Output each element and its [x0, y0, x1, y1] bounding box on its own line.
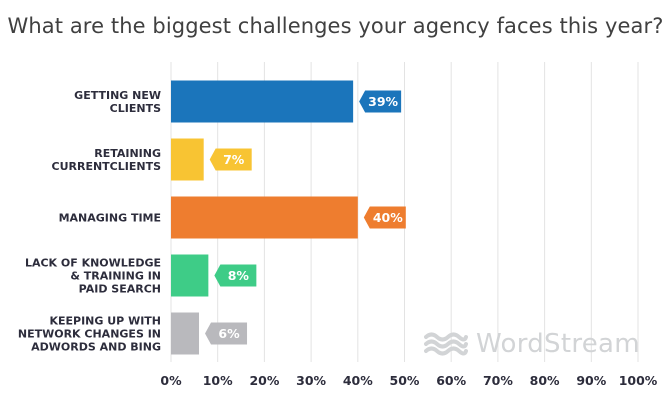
category-labels: GETTING NEW CLIENTS RETAINING CURRENTCLIENT… — [18, 89, 161, 354]
data-label: 7% — [223, 152, 245, 167]
bars: 39% 7% 40% 8% 6% — [171, 80, 406, 355]
x-tick-label: 20% — [249, 373, 279, 388]
bar — [171, 138, 204, 181]
x-tick-label: 30% — [296, 373, 326, 388]
data-label: 8% — [228, 268, 250, 283]
bar — [171, 80, 354, 123]
x-tick-label: 0% — [160, 373, 182, 388]
category-label: LACK OF KNOWLEDGE & TRAINING IN PAID SEARC… — [25, 257, 161, 296]
x-axis-ticks: 0% 10% 20% 30% 40% 50% 60% 70% 80% 90% 100% — [160, 373, 657, 388]
x-tick-label: 50% — [390, 373, 420, 388]
value-badge — [363, 206, 406, 229]
data-label: 40% — [373, 210, 403, 225]
x-tick-label: 90% — [576, 373, 606, 388]
wordstream-wave-icon — [424, 332, 468, 356]
category-label: KEEPING UP WITH NETWORK CHANGES IN ADWORDS… — [18, 315, 161, 354]
x-tick-label: 60% — [436, 373, 466, 388]
bar — [171, 254, 209, 297]
wordstream-logo: WordStream — [424, 329, 640, 359]
x-tick-label: 40% — [343, 373, 373, 388]
wordstream-wordmark: WordStream — [476, 329, 640, 359]
x-tick-label: 80% — [530, 373, 560, 388]
data-label: 39% — [368, 94, 398, 109]
value-badge — [209, 148, 252, 171]
x-tick-label: 70% — [483, 373, 513, 388]
value-badge — [205, 322, 248, 345]
bar — [171, 312, 200, 355]
category-label: GETTING NEW CLIENTS — [74, 89, 161, 115]
bar — [171, 196, 358, 239]
value-badge — [214, 264, 257, 287]
data-label: 6% — [218, 326, 240, 341]
x-tick-label: 100% — [619, 373, 658, 388]
category-label: MANAGING TIME — [59, 212, 161, 225]
chart-title: What are the biggest challenges your age… — [7, 14, 664, 38]
value-badge — [359, 90, 402, 113]
x-tick-label: 10% — [203, 373, 233, 388]
category-label: RETAINING CURRENTCLIENTS — [52, 147, 162, 173]
